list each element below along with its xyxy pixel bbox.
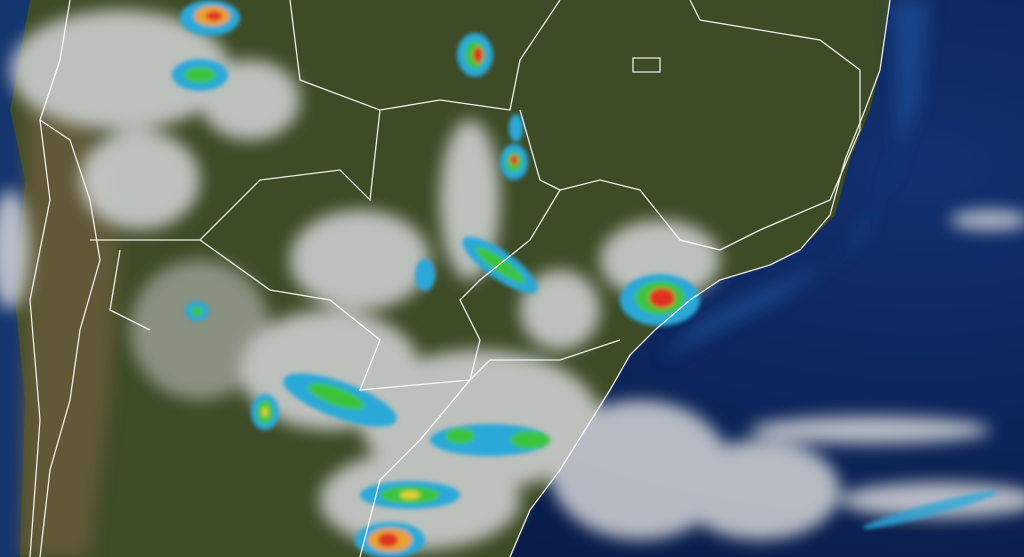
rain-band — [360, 481, 460, 509]
border-line — [199, 239, 621, 391]
rain-band — [415, 114, 523, 291]
border-line — [29, 119, 51, 557]
storm-cell — [620, 274, 700, 326]
storm-cell — [500, 144, 528, 180]
storm-cell — [457, 33, 493, 77]
rain-band — [172, 59, 228, 91]
border-line — [379, 0, 561, 111]
rain-band — [862, 490, 998, 530]
rain-band — [462, 236, 538, 294]
border-line — [459, 189, 561, 381]
storm-cell — [180, 0, 240, 36]
rain-band — [283, 373, 397, 427]
border-line — [359, 379, 471, 557]
cloud-cover — [0, 10, 1024, 550]
coastal-water — [660, 0, 930, 360]
border-line — [519, 0, 861, 251]
border-line — [90, 0, 381, 241]
precipitation-cells — [172, 0, 998, 557]
border-line — [39, 0, 101, 557]
border-line — [632, 57, 661, 73]
andes-dry-region — [20, 100, 120, 557]
border-line — [109, 249, 151, 331]
continent-land — [10, 0, 890, 557]
rain-band — [251, 394, 279, 430]
rain-band — [430, 424, 550, 456]
coastline — [509, 0, 891, 557]
rain-band — [185, 301, 209, 321]
storm-cell — [355, 522, 425, 557]
political-borders — [29, 0, 891, 557]
